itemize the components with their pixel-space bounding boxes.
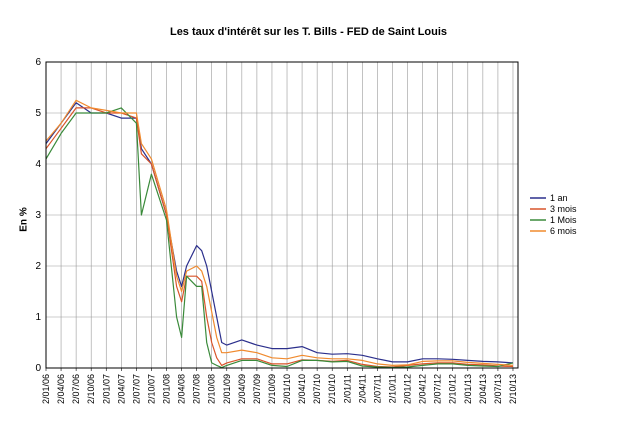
x-tick-label: 2/10/13 [508, 374, 518, 404]
x-tick-label: 2/04/12 [418, 374, 428, 404]
x-tick-label: 2/01/12 [403, 374, 413, 404]
series-line-3 [45, 107, 514, 369]
x-tick-label: 2/01/06 [41, 374, 51, 404]
series-line-4 [45, 99, 514, 366]
x-tick-label: 2/10/08 [207, 374, 217, 404]
x-tick-label: 2/07/06 [71, 374, 81, 404]
x-tick-label: 2/01/07 [101, 374, 111, 404]
plot-frame [45, 61, 519, 369]
y-tick-label: 1 [35, 312, 41, 323]
x-tick-label: 2/01/11 [342, 374, 352, 403]
x-tick-label: 2/10/07 [146, 374, 156, 404]
chart-title: Les taux d'intérêt sur les T. Bills - FE… [169, 26, 448, 38]
y-tick-label: 3 [35, 210, 41, 221]
series-line-2 [45, 107, 514, 368]
y-ticks: 0 1 2 3 4 5 6 [35, 57, 41, 374]
x-tick-label: 2/10/06 [86, 374, 96, 404]
x-tick-label: 2/04/06 [56, 374, 66, 404]
legend-label: 3 mois [550, 204, 577, 214]
x-tick-label: 2/10/10 [327, 374, 337, 404]
x-tick-label: 2/07/11 [372, 374, 382, 403]
x-tick-label: 2/04/09 [237, 374, 247, 404]
legend-label: 1 an [550, 193, 568, 203]
legend-label: 6 mois [550, 226, 577, 236]
x-tick-label: 2/04/07 [116, 374, 126, 404]
x-tick-label: 2/04/13 [478, 374, 488, 404]
series-lines [45, 99, 514, 369]
x-ticks: 2/01/06 2/04/06 2/07/06 2/10/06 2/01/07 2/04/… [41, 368, 518, 404]
x-tick-label: 2/07/09 [252, 374, 262, 404]
y-tick-label: 2 [35, 261, 41, 272]
series-line-1 [45, 102, 514, 364]
x-tick-label: 2/07/13 [493, 374, 503, 404]
y-tick-label: 0 [35, 363, 41, 374]
x-tick-label: 2/07/12 [433, 374, 443, 404]
x-tick-label: 2/04/08 [177, 374, 187, 404]
x-tick-label: 2/04/10 [297, 374, 307, 404]
x-tick-label: 2/10/12 [448, 374, 458, 404]
y-tick-label: 4 [35, 159, 41, 170]
x-tick-label: 2/07/10 [312, 374, 322, 404]
x-tick-label: 2/01/08 [162, 374, 172, 404]
x-tick-label: 2/07/07 [131, 374, 141, 404]
x-tick-label: 2/07/08 [192, 374, 202, 404]
y-tick-label: 5 [35, 108, 41, 119]
x-tick-label: 2/10/09 [267, 374, 277, 404]
y-tick-label: 6 [35, 57, 41, 68]
x-tick-label: 2/10/11 [387, 374, 397, 403]
x-tick-label: 2/01/09 [222, 374, 232, 404]
x-tick-label: 2/01/10 [282, 374, 292, 404]
x-tick-label: 2/01/13 [463, 374, 473, 404]
x-tick-label: 2/04/11 [357, 374, 367, 403]
legend-label: 1 Mois [550, 215, 577, 225]
grid [45, 61, 518, 369]
